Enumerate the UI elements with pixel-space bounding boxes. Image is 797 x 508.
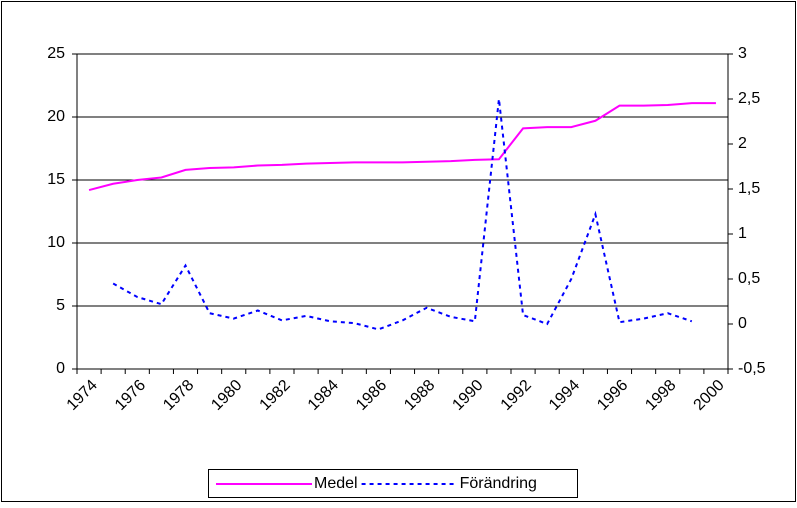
legend-label: Förändring bbox=[460, 475, 537, 492]
legend-label: Medel bbox=[314, 475, 358, 492]
y2-tick-label: -0,5 bbox=[738, 360, 766, 377]
y2-tick-label: 0 bbox=[738, 315, 747, 332]
y-tick-label: 20 bbox=[47, 108, 65, 125]
series-line bbox=[112, 98, 693, 331]
legend: Medel Förändring bbox=[208, 469, 578, 498]
y-tick-label: 25 bbox=[47, 45, 65, 62]
y2-tick-label: 1,5 bbox=[738, 180, 760, 197]
y-tick-label: 10 bbox=[47, 234, 65, 251]
y-tick-label: 0 bbox=[56, 360, 65, 377]
y2-tick-label: 1 bbox=[738, 225, 747, 242]
y-tick-label: 15 bbox=[47, 171, 65, 188]
y2-tick-label: 2 bbox=[738, 135, 747, 152]
y2-tick-label: 3 bbox=[738, 45, 747, 62]
y2-tick-label: 0,5 bbox=[738, 270, 760, 287]
y2-tick-label: 2,5 bbox=[738, 90, 760, 107]
y-tick-label: 5 bbox=[56, 297, 65, 314]
series-line bbox=[88, 102, 716, 192]
